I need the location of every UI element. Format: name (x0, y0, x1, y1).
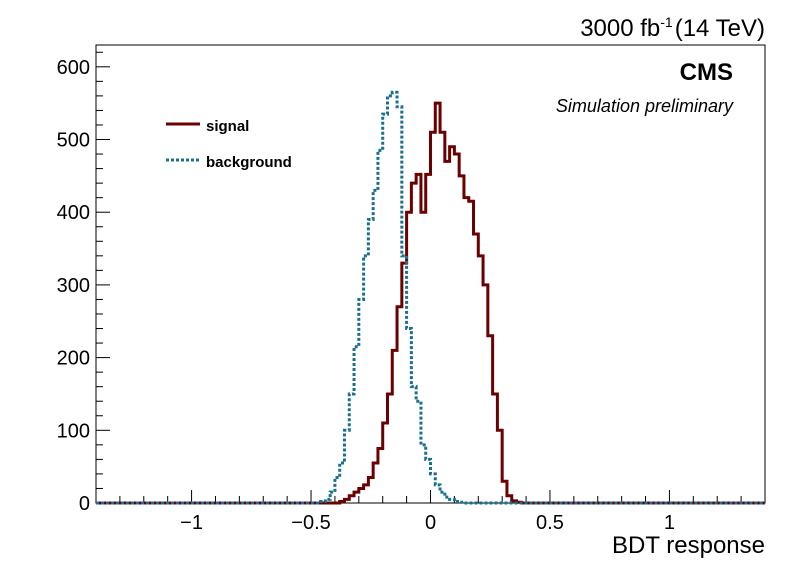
x-tick-label: 1 (664, 512, 675, 534)
y-tick-label: 300 (57, 275, 90, 297)
x-tick-label: −0.5 (291, 512, 330, 534)
y-tick-label: 500 (57, 130, 90, 152)
x-tick-label: −1 (180, 512, 203, 534)
status-label: Simulation preliminary (556, 96, 734, 116)
legend: signal background (166, 118, 292, 171)
y-tick-label: 200 (57, 348, 90, 370)
experiment-label: CMS (680, 59, 733, 86)
y-tick-label: 100 (57, 420, 90, 442)
y-tick-label: 400 (57, 202, 90, 224)
x-axis-label: BDT response (612, 532, 765, 559)
legend-label-background: background (206, 154, 292, 171)
histogram-series (96, 90, 765, 505)
x-tick-label: 0 (425, 512, 436, 534)
y-tick-label: 0 (79, 493, 90, 515)
x-tick-label: 0.5 (536, 512, 564, 534)
y-tick-label: 600 (57, 57, 90, 79)
axis-ticks: −1 −0.5 0 0.5 1 0 100 200 300 400 500 600 (57, 51, 766, 534)
series-line-signal (96, 101, 765, 505)
series-line-background (96, 90, 765, 505)
legend-label-signal: signal (206, 118, 249, 135)
lumi-label: 3000 fb-1(14 TeV) (580, 14, 765, 42)
